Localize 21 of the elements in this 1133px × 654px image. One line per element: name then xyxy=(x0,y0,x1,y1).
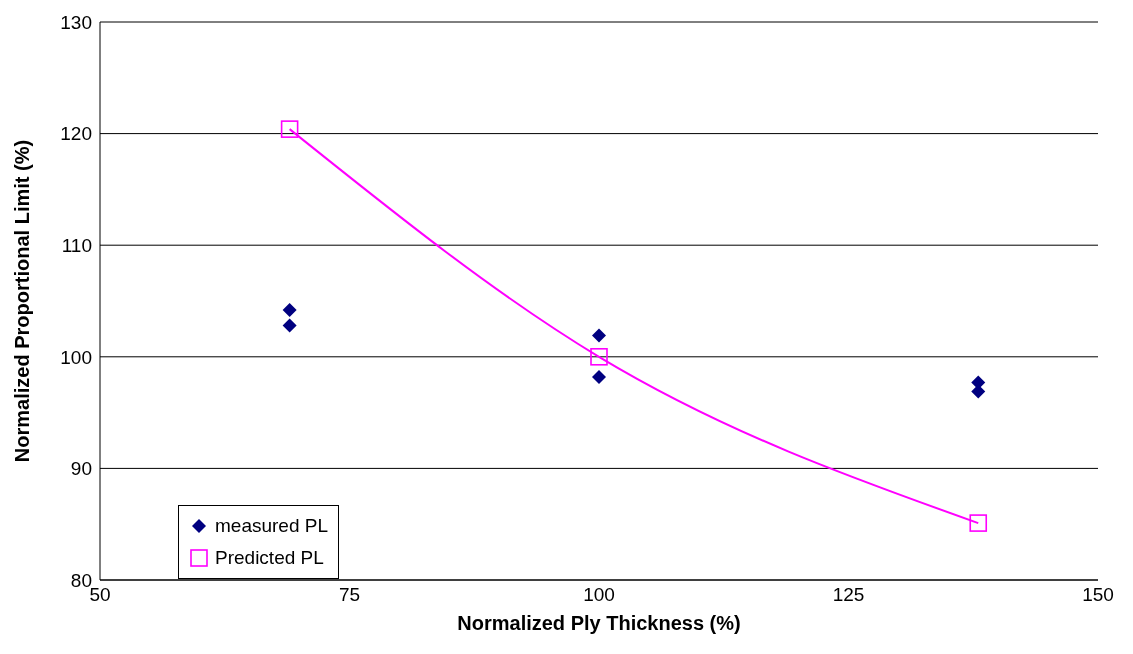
point xyxy=(592,328,606,343)
x-tick-label: 125 xyxy=(832,584,865,606)
legend-label: measured PL xyxy=(215,515,329,537)
point xyxy=(592,369,606,384)
x-tick-label: 100 xyxy=(583,584,615,606)
legend-label: Predicted PL xyxy=(215,547,324,569)
y-tick-label: 110 xyxy=(61,234,92,256)
y-tick-label: 80 xyxy=(70,569,92,591)
y-tick-label: 90 xyxy=(70,458,92,480)
point xyxy=(590,348,608,366)
y-tick-label: 120 xyxy=(60,123,92,145)
y-tick-label: 100 xyxy=(60,346,92,368)
x-tick-label: 150 xyxy=(1082,584,1114,606)
point xyxy=(282,302,297,317)
y-axis-title: Normalized Proportional Limit (%) xyxy=(11,139,34,463)
point xyxy=(280,120,299,138)
x-axis-title: Normalized Ply Thickness (%) xyxy=(457,612,741,634)
x-tick-label: 75 xyxy=(338,584,361,606)
point xyxy=(282,318,297,333)
point xyxy=(969,514,988,532)
y-tick-label: 130 xyxy=(60,11,92,33)
